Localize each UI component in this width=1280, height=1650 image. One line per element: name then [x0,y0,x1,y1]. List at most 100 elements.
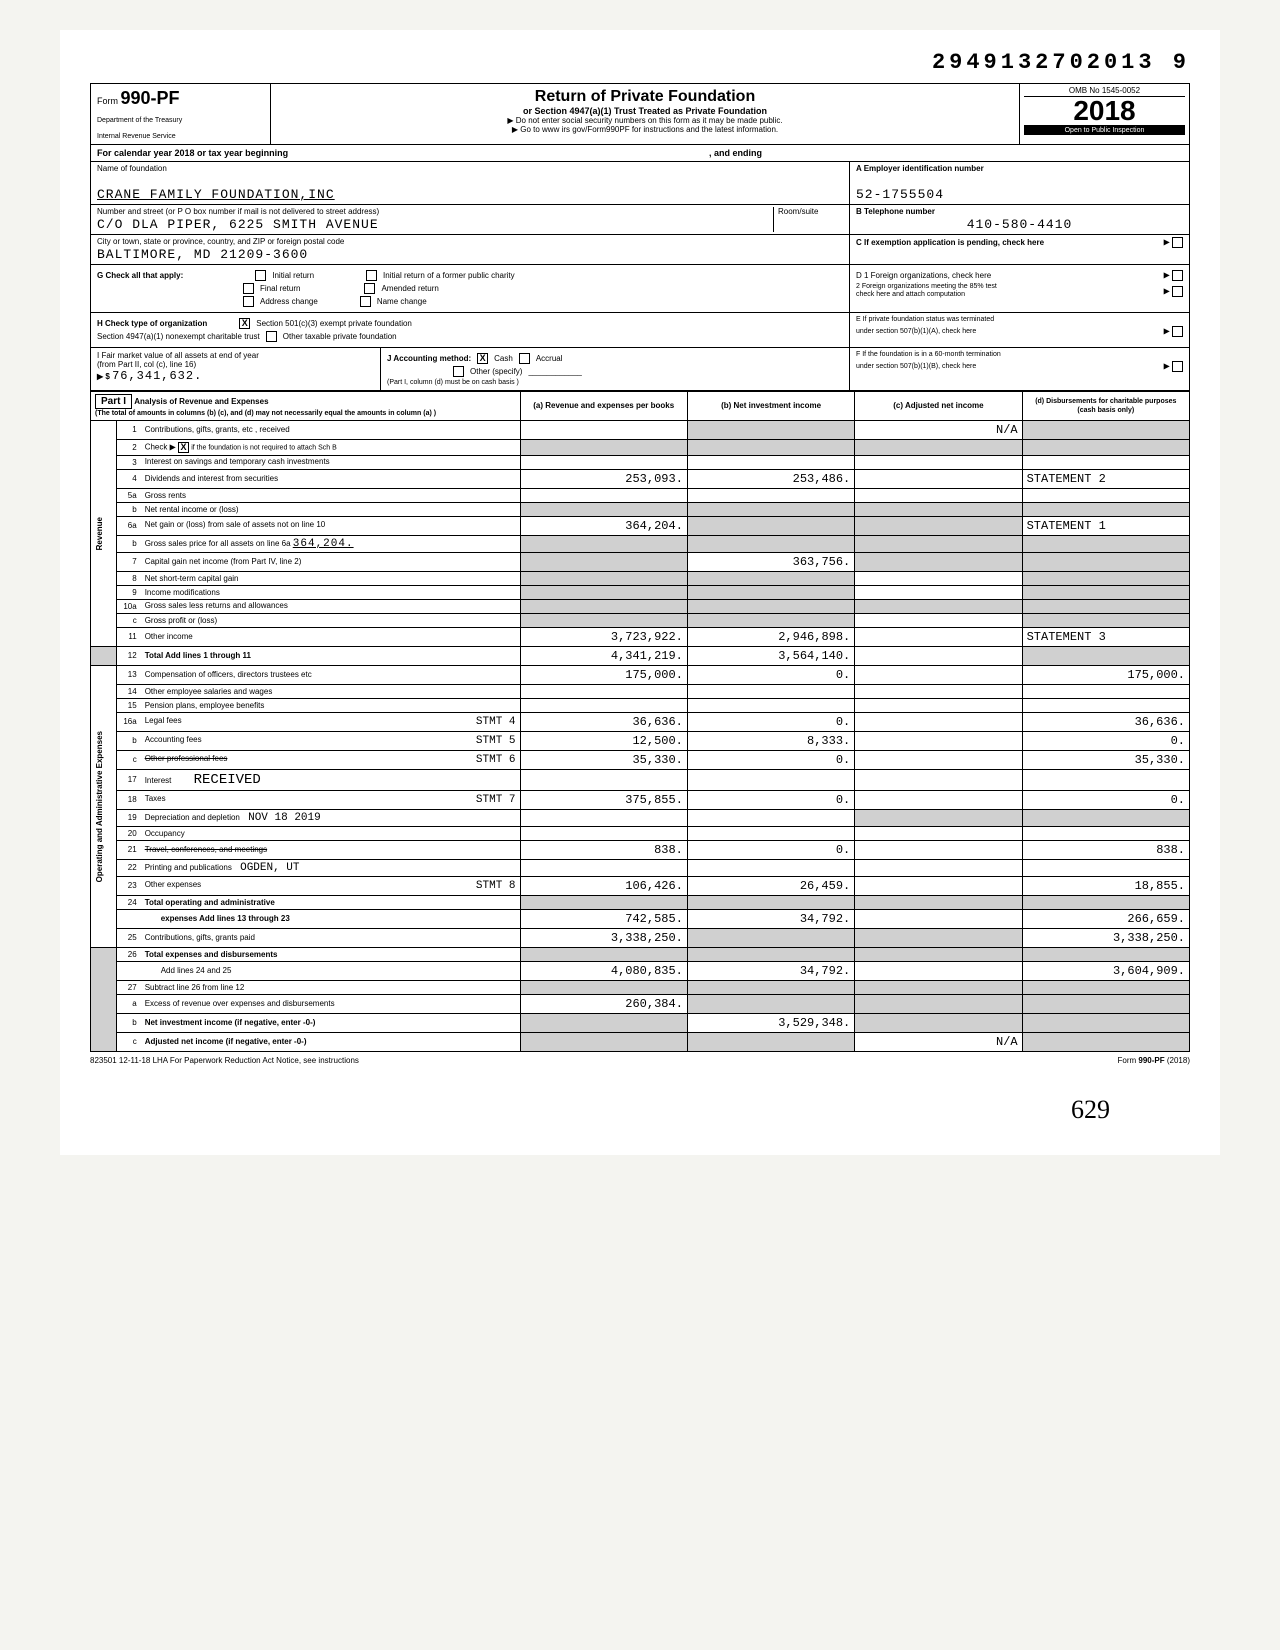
telephone-label: B Telephone number [856,207,1183,216]
row-10c-num: c [116,613,141,627]
form-header: Form 990-PF Department of the Treasury I… [90,83,1190,145]
h-opt-501c3: Section 501(c)(3) exempt private foundat… [256,319,412,328]
f-label-2: under section 507(b)(1)(B), check here [856,363,976,371]
row-24b-d: 266,659. [1022,909,1189,928]
g-amended-checkbox[interactable] [364,283,375,294]
row-23-b: 26,459. [687,876,854,895]
row-2-checkbox[interactable] [178,442,189,453]
form-page: 2949132702013 9 Form 990-PF Department o… [60,30,1220,1155]
h-4947-checkbox[interactable] [266,331,277,342]
date-stamp: NOV 18 2019 [248,812,321,824]
telephone-value: 410-580-4410 [856,217,1183,232]
row-16a-d: 36,636. [1022,712,1189,731]
row-23-num: 23 [116,876,141,895]
f-checkbox[interactable] [1172,361,1183,372]
e-checkbox[interactable] [1172,326,1183,337]
row-23-d: 18,855. [1022,876,1189,895]
j-cash: Cash [494,354,513,363]
col-d-header: (d) Disbursements for charitable purpose… [1022,392,1189,421]
row-11-b: 2,946,898. [687,627,854,646]
row-18-b: 0. [687,790,854,809]
j-other-checkbox[interactable] [453,366,464,377]
row-14-num: 14 [116,684,141,698]
part1-label: Part I [95,394,132,409]
row-4-num: 4 [116,469,141,488]
row-4-d: STATEMENT 2 [1022,469,1189,488]
h-501c3-checkbox[interactable] [239,318,250,329]
row-26-num: 26 [116,947,141,961]
row-27c-desc: Adjusted net income (if negative, enter … [145,1037,307,1046]
row-13-a: 175,000. [520,665,687,684]
row-16b-d: 0. [1022,731,1189,750]
opadmin-side-label: Operating and Administrative Expenses [95,727,109,886]
c-checkbox[interactable] [1172,237,1183,248]
row-6a-d: STATEMENT 1 [1022,516,1189,535]
g-initial-former-checkbox[interactable] [366,270,377,281]
g-address-change-checkbox[interactable] [243,296,254,307]
part1-subtitle: (The total of amounts in columns (b) (c)… [95,410,436,417]
row-7-num: 7 [116,552,141,571]
row-12-b: 3,564,140. [687,646,854,665]
row-6b-desc: Gross sales price for all assets on line… [145,539,291,548]
row-16a-num: 16a [116,712,141,731]
col-b-header: (b) Net investment income [687,392,854,421]
row-5b-desc: Net rental income or (loss) [141,502,520,516]
row-13-b: 0. [687,665,854,684]
row-3-desc: Interest on savings and temporary cash i… [141,455,520,469]
row-5b-num: b [116,502,141,516]
row-25-d: 3,338,250. [1022,928,1189,947]
row-12-num: 12 [116,646,141,665]
d2-checkbox[interactable] [1172,286,1183,297]
h-label: H Check type of organization [97,319,207,328]
footer-left: 823501 12-11-18 LHA For Paperwork Reduct… [90,1056,359,1065]
form-number: 990-PF [121,88,180,108]
row-27c-num: c [116,1032,141,1051]
address-value: C/O DLA PIPER, 6225 SMITH AVENUE [97,217,773,232]
g-name-change-checkbox[interactable] [360,296,371,307]
row-15-desc: Pension plans, employee benefits [141,698,520,712]
form-title: Return of Private Foundation [279,88,1011,106]
h-opt-4947: Section 4947(a)(1) nonexempt charitable … [97,332,260,341]
row-19-desc: Depreciation and depletion [145,813,240,822]
row-16b-b: 8,333. [687,731,854,750]
row-17-desc: Interest [145,776,172,785]
row-12-desc: Total Add lines 1 through 11 [145,651,251,660]
row-19-num: 19 [116,809,141,826]
j-accrual-checkbox[interactable] [519,353,530,364]
dept-treasury: Department of the Treasury [97,117,264,125]
row-27a-desc: Excess of revenue over expenses and disb… [141,994,520,1013]
row-16b-a: 12,500. [520,731,687,750]
row-4-desc: Dividends and interest from securities [141,469,520,488]
row-21-num: 21 [116,840,141,859]
ein-label: A Employer identification number [856,164,1183,173]
row-18-a: 375,855. [520,790,687,809]
row-16a-a: 36,636. [520,712,687,731]
row-6a-desc: Net gain or (loss) from sale of assets n… [141,516,520,535]
g-label: G Check all that apply: [97,271,183,280]
i-line2: (from Part II, col (c), line 16) [97,360,374,369]
row-27a-a: 260,384. [520,994,687,1013]
received-stamp: RECEIVED [194,772,261,788]
g-initial-return-checkbox[interactable] [255,270,266,281]
row-11-num: 11 [116,627,141,646]
d1-checkbox[interactable] [1172,270,1183,281]
j-cash-checkbox[interactable] [477,353,488,364]
row-26-desc: Total expenses and disbursements [145,950,278,959]
row-23-desc: Other expenses [145,880,201,889]
row-23-stmt: STMT 8 [476,880,516,892]
tax-year: 2018 [1024,97,1185,125]
row-18-stmt: STMT 7 [476,794,516,806]
address-label: Number and street (or P O box number if … [97,207,773,216]
row-16c-desc: Other professional fees [145,754,228,763]
g-opt-name: Name change [377,297,427,306]
row-1-colc: N/A [855,420,1022,439]
form-prefix: Form [97,96,118,106]
e-label-2: under section 507(b)(1)(A), check here [856,328,976,336]
row-17-num: 17 [116,769,141,790]
row-16c-d: 35,330. [1022,750,1189,769]
g-final-return-checkbox[interactable] [243,283,254,294]
row-22-num: 22 [116,859,141,876]
i-j-f-row: I Fair market value of all assets at end… [90,348,1190,391]
i-fmv-value: 76,341,632. [112,369,202,383]
row-22-desc: Printing and publications [145,863,232,872]
